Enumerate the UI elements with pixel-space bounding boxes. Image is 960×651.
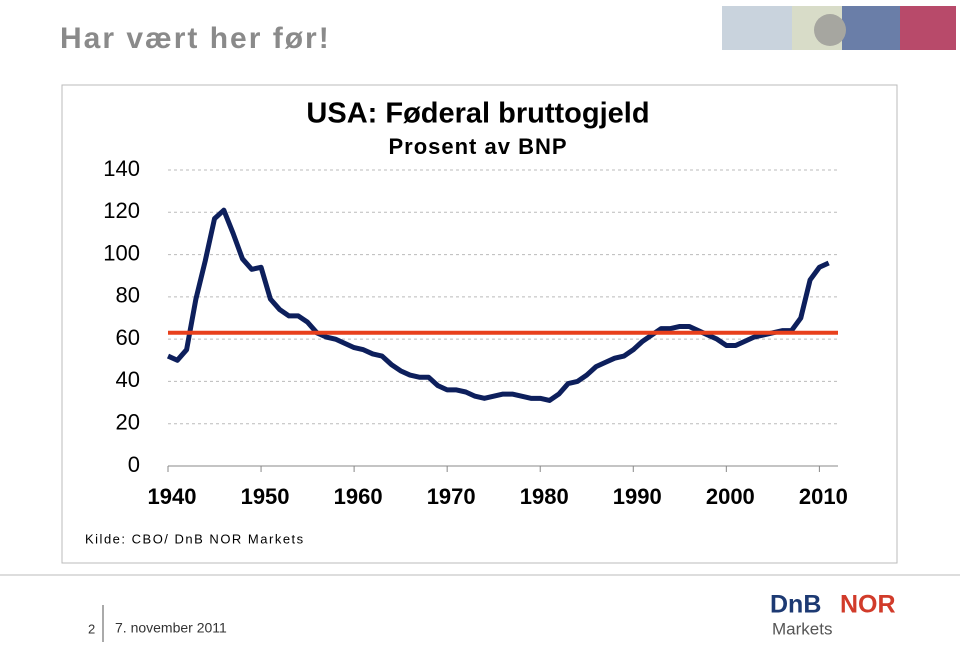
x-tick-label: 1940: [148, 484, 197, 509]
x-tick-label: 1970: [427, 484, 476, 509]
y-tick-label: 80: [116, 283, 140, 308]
x-tick-label: 1960: [334, 484, 383, 509]
footer-date: 7. november 2011: [115, 620, 227, 636]
y-tick-label: 20: [116, 410, 140, 435]
y-tick-label: 120: [103, 198, 140, 223]
y-tick-label: 0: [128, 452, 140, 477]
x-tick-label: 2000: [706, 484, 755, 509]
y-tick-label: 40: [116, 367, 140, 392]
header-image: [722, 6, 956, 50]
x-tick-label: 1980: [520, 484, 569, 509]
logo-first: DnB: [770, 591, 821, 619]
x-tick-label: 1990: [613, 484, 662, 509]
plot: 0 20 40 60 80 100 120 140 1940 1950 1960 1970 1980 19…: [103, 156, 848, 509]
logo-sub: Markets: [772, 619, 832, 638]
y-tick-label: 140: [103, 156, 140, 181]
chart-frame: [61, 84, 898, 564]
chart-subtitle: Prosent av BNP: [388, 134, 567, 159]
page-number: 2: [88, 621, 95, 636]
series-line: [166, 207, 830, 403]
x-tick-label: 2010: [799, 484, 848, 509]
logo-second: NOR: [840, 591, 896, 619]
slide-title: Har vært her før!: [60, 22, 331, 55]
source: Kilde: CBO/ DnB NOR Markets: [85, 531, 305, 546]
y-tick-label: 60: [116, 325, 140, 350]
chart-title: USA: Føderal bruttogjeld: [306, 98, 649, 130]
x-tick-label: 1950: [241, 484, 290, 509]
y-tick-label: 100: [103, 240, 140, 265]
